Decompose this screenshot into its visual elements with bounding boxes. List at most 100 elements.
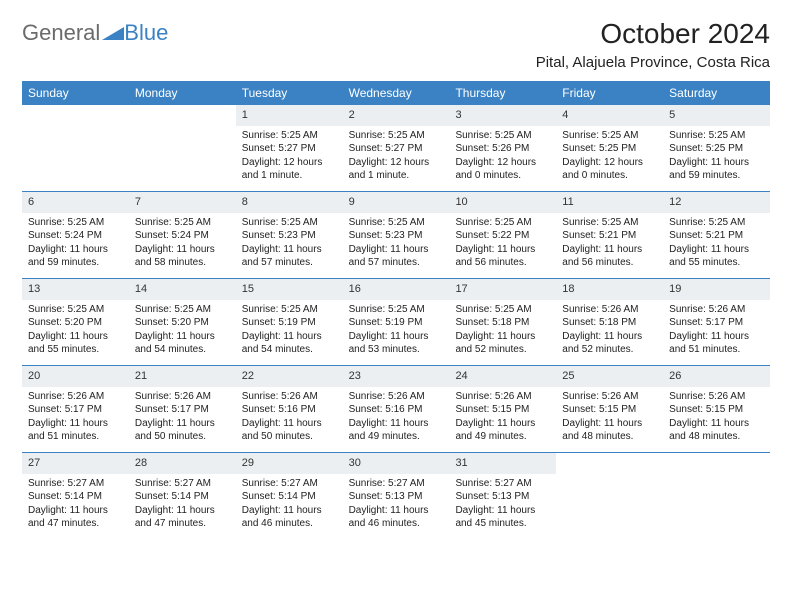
day-sunrise: Sunrise: 5:25 AM [28,303,123,317]
day-sunrise: Sunrise: 5:26 AM [562,303,657,317]
day-sunset: Sunset: 5:21 PM [669,229,764,243]
day-number: 23 [343,366,450,387]
day-sunrise: Sunrise: 5:25 AM [349,216,444,230]
day-body: Sunrise: 5:26 AMSunset: 5:15 PMDaylight:… [663,387,770,450]
day-number: 15 [236,279,343,300]
day-number: 29 [236,453,343,474]
day-body: Sunrise: 5:27 AMSunset: 5:14 PMDaylight:… [236,474,343,537]
day-sunrise: Sunrise: 5:27 AM [135,477,230,491]
day-body: Sunrise: 5:25 AMSunset: 5:18 PMDaylight:… [449,300,556,363]
day-sunrise: Sunrise: 5:25 AM [135,303,230,317]
day-body: Sunrise: 5:25 AMSunset: 5:24 PMDaylight:… [22,213,129,276]
day-day2: and 1 minute. [242,169,337,183]
day-sunrise: Sunrise: 5:26 AM [349,390,444,404]
day-day2: and 53 minutes. [349,343,444,357]
day-body: Sunrise: 5:26 AMSunset: 5:16 PMDaylight:… [236,387,343,450]
day-cell: 20Sunrise: 5:26 AMSunset: 5:17 PMDayligh… [22,366,129,452]
day-of-week-header: Sunday Monday Tuesday Wednesday Thursday… [22,81,770,105]
day-body: Sunrise: 5:26 AMSunset: 5:17 PMDaylight:… [663,300,770,363]
day-sunset: Sunset: 5:14 PM [28,490,123,504]
day-day1: Daylight: 11 hours [562,243,657,257]
day-day1: Daylight: 11 hours [349,243,444,257]
day-body: Sunrise: 5:26 AMSunset: 5:18 PMDaylight:… [556,300,663,363]
day-body: Sunrise: 5:25 AMSunset: 5:27 PMDaylight:… [236,126,343,189]
calendar: Sunday Monday Tuesday Wednesday Thursday… [22,81,770,539]
day-cell: 13Sunrise: 5:25 AMSunset: 5:20 PMDayligh… [22,279,129,365]
day-cell: 25Sunrise: 5:26 AMSunset: 5:15 PMDayligh… [556,366,663,452]
day-day2: and 55 minutes. [669,256,764,270]
day-day1: Daylight: 12 hours [242,156,337,170]
day-sunrise: Sunrise: 5:25 AM [562,216,657,230]
day-day1: Daylight: 11 hours [242,504,337,518]
day-cell: 10Sunrise: 5:25 AMSunset: 5:22 PMDayligh… [449,192,556,278]
day-day1: Daylight: 11 hours [28,330,123,344]
day-cell: 21Sunrise: 5:26 AMSunset: 5:17 PMDayligh… [129,366,236,452]
day-number: 22 [236,366,343,387]
day-day1: Daylight: 11 hours [242,330,337,344]
day-sunset: Sunset: 5:18 PM [455,316,550,330]
day-day1: Daylight: 11 hours [242,417,337,431]
day-day1: Daylight: 11 hours [669,417,764,431]
day-number: 28 [129,453,236,474]
day-cell: 24Sunrise: 5:26 AMSunset: 5:15 PMDayligh… [449,366,556,452]
day-body: Sunrise: 5:25 AMSunset: 5:26 PMDaylight:… [449,126,556,189]
day-day1: Daylight: 12 hours [455,156,550,170]
day-body: Sunrise: 5:27 AMSunset: 5:13 PMDaylight:… [343,474,450,537]
day-sunrise: Sunrise: 5:26 AM [669,303,764,317]
week-row: 13Sunrise: 5:25 AMSunset: 5:20 PMDayligh… [22,278,770,365]
day-body: Sunrise: 5:26 AMSunset: 5:15 PMDaylight:… [556,387,663,450]
day-sunrise: Sunrise: 5:26 AM [242,390,337,404]
day-body: Sunrise: 5:26 AMSunset: 5:15 PMDaylight:… [449,387,556,450]
day-sunset: Sunset: 5:17 PM [135,403,230,417]
day-sunrise: Sunrise: 5:25 AM [349,129,444,143]
day-body: Sunrise: 5:25 AMSunset: 5:19 PMDaylight:… [343,300,450,363]
day-number: 18 [556,279,663,300]
day-sunset: Sunset: 5:13 PM [349,490,444,504]
dow-monday: Monday [129,81,236,105]
day-day1: Daylight: 11 hours [562,417,657,431]
day-day2: and 57 minutes. [349,256,444,270]
day-day2: and 59 minutes. [669,169,764,183]
day-sunset: Sunset: 5:25 PM [669,142,764,156]
day-cell [129,105,236,191]
day-cell: 27Sunrise: 5:27 AMSunset: 5:14 PMDayligh… [22,453,129,539]
day-number: 19 [663,279,770,300]
day-sunrise: Sunrise: 5:25 AM [349,303,444,317]
day-sunset: Sunset: 5:21 PM [562,229,657,243]
day-day1: Daylight: 11 hours [28,243,123,257]
day-number: 5 [663,105,770,126]
day-cell: 30Sunrise: 5:27 AMSunset: 5:13 PMDayligh… [343,453,450,539]
day-sunset: Sunset: 5:25 PM [562,142,657,156]
day-cell: 11Sunrise: 5:25 AMSunset: 5:21 PMDayligh… [556,192,663,278]
day-cell: 31Sunrise: 5:27 AMSunset: 5:13 PMDayligh… [449,453,556,539]
day-cell: 5Sunrise: 5:25 AMSunset: 5:25 PMDaylight… [663,105,770,191]
day-number: 7 [129,192,236,213]
day-sunset: Sunset: 5:17 PM [669,316,764,330]
day-number: 4 [556,105,663,126]
day-cell: 2Sunrise: 5:25 AMSunset: 5:27 PMDaylight… [343,105,450,191]
dow-tuesday: Tuesday [236,81,343,105]
page: General Blue October 2024 Pital, Alajuel… [0,0,792,557]
day-body: Sunrise: 5:25 AMSunset: 5:20 PMDaylight:… [22,300,129,363]
day-sunrise: Sunrise: 5:27 AM [242,477,337,491]
day-day1: Daylight: 11 hours [455,330,550,344]
day-sunset: Sunset: 5:16 PM [242,403,337,417]
day-body: Sunrise: 5:25 AMSunset: 5:23 PMDaylight:… [343,213,450,276]
day-sunrise: Sunrise: 5:25 AM [669,129,764,143]
day-day1: Daylight: 11 hours [135,504,230,518]
day-cell: 28Sunrise: 5:27 AMSunset: 5:14 PMDayligh… [129,453,236,539]
day-sunrise: Sunrise: 5:27 AM [28,477,123,491]
logo-triangle-icon [102,22,124,44]
day-sunrise: Sunrise: 5:25 AM [455,129,550,143]
day-day2: and 56 minutes. [562,256,657,270]
day-day2: and 47 minutes. [28,517,123,531]
day-day2: and 46 minutes. [242,517,337,531]
header: General Blue October 2024 Pital, Alajuel… [22,18,770,71]
day-day1: Daylight: 11 hours [135,330,230,344]
day-body: Sunrise: 5:25 AMSunset: 5:19 PMDaylight:… [236,300,343,363]
day-day1: Daylight: 11 hours [349,504,444,518]
day-number: 9 [343,192,450,213]
day-sunrise: Sunrise: 5:26 AM [455,390,550,404]
week-row: 6Sunrise: 5:25 AMSunset: 5:24 PMDaylight… [22,191,770,278]
day-day1: Daylight: 11 hours [135,243,230,257]
